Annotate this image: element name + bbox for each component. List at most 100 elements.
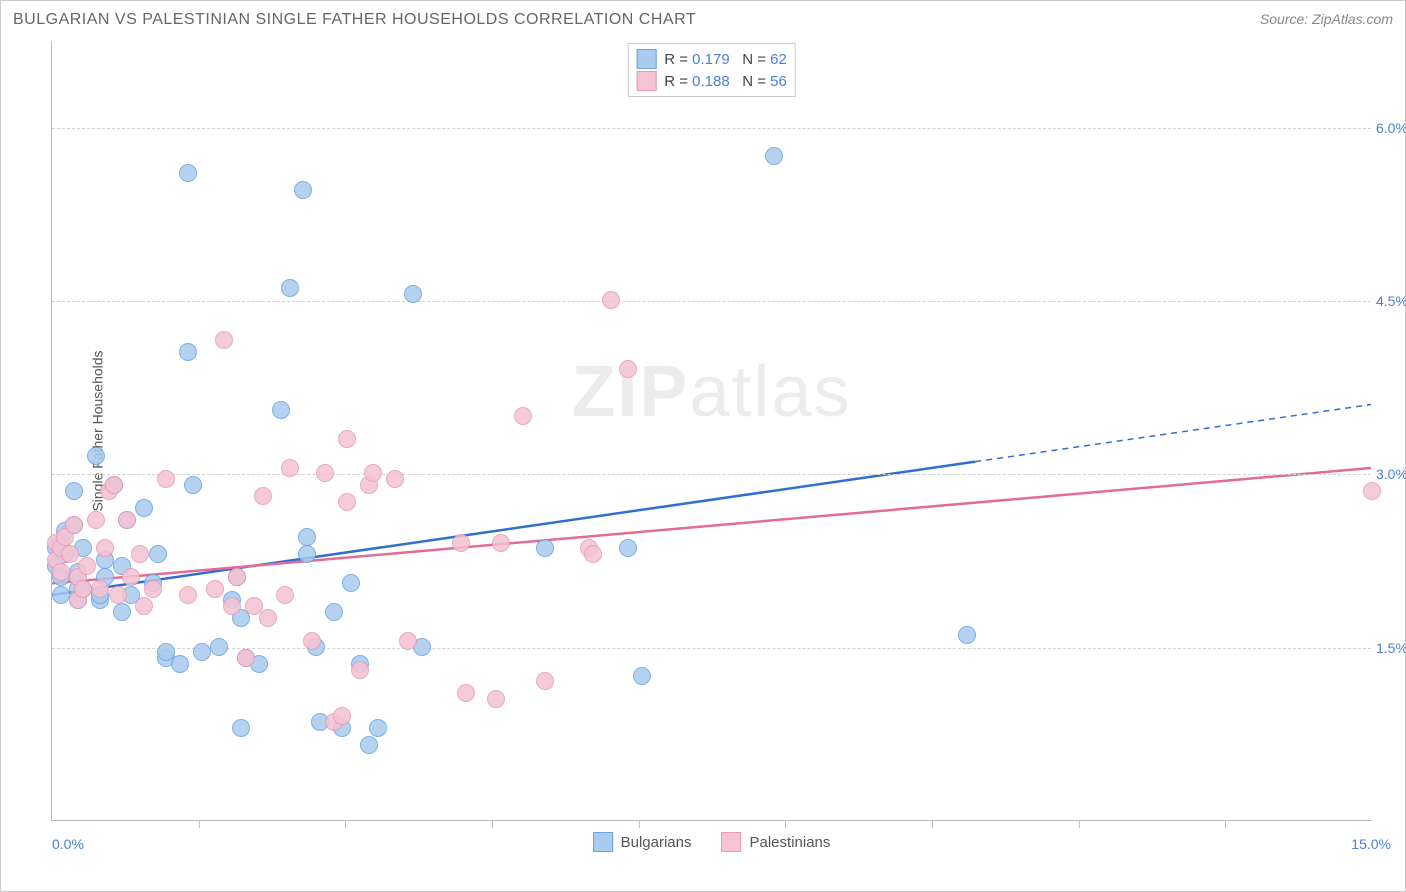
scatter-marker — [404, 285, 422, 303]
scatter-marker — [325, 603, 343, 621]
gridline-h — [52, 648, 1371, 649]
chart-source: Source: ZipAtlas.com — [1260, 11, 1393, 27]
scatter-marker — [61, 545, 79, 563]
scatter-marker — [65, 516, 83, 534]
scatter-marker — [96, 539, 114, 557]
scatter-marker — [113, 603, 131, 621]
scatter-marker — [386, 470, 404, 488]
scatter-marker — [316, 464, 334, 482]
scatter-marker — [452, 534, 470, 552]
gridline-h — [52, 301, 1371, 302]
scatter-marker — [360, 736, 378, 754]
scatter-marker — [254, 487, 272, 505]
scatter-marker — [105, 476, 123, 494]
scatter-marker — [237, 649, 255, 667]
watermark-thin: atlas — [689, 352, 851, 432]
legend-label: Bulgarians — [621, 834, 692, 851]
scatter-marker — [149, 545, 167, 563]
x-tick-label-min: 0.0% — [52, 836, 84, 852]
scatter-marker — [78, 557, 96, 575]
x-minor-tick — [345, 820, 346, 828]
scatter-marker — [633, 667, 651, 685]
scatter-marker — [457, 684, 475, 702]
x-minor-tick — [785, 820, 786, 828]
scatter-marker — [298, 528, 316, 546]
watermark: ZIPatlas — [571, 351, 851, 433]
scatter-marker — [109, 586, 127, 604]
scatter-marker — [276, 586, 294, 604]
legend-label: Palestinians — [750, 834, 831, 851]
scatter-marker — [131, 545, 149, 563]
scatter-marker — [584, 545, 602, 563]
x-minor-tick — [639, 820, 640, 828]
scatter-marker — [184, 476, 202, 494]
scatter-marker — [74, 580, 92, 598]
series-legend: Bulgarians Palestinians — [593, 832, 831, 852]
scatter-marker — [210, 638, 228, 656]
scatter-marker — [536, 672, 554, 690]
gridline-h — [52, 474, 1371, 475]
scatter-marker — [765, 147, 783, 165]
scatter-marker — [179, 586, 197, 604]
scatter-marker — [342, 574, 360, 592]
scatter-marker — [338, 493, 356, 511]
chart-title: BULGARIAN VS PALESTINIAN SINGLE FATHER H… — [13, 11, 696, 29]
scatter-marker — [157, 470, 175, 488]
scatter-marker — [52, 586, 70, 604]
scatter-marker — [338, 430, 356, 448]
scatter-marker — [281, 459, 299, 477]
stat-legend-text: R = 0.179 N = 62 — [664, 51, 787, 68]
scatter-marker — [298, 545, 316, 563]
scatter-marker — [171, 655, 189, 673]
plot-area: Single Father Households ZIPatlas R = 0.… — [51, 41, 1371, 821]
y-tick-label: 4.5% — [1376, 293, 1406, 309]
scatter-marker — [206, 580, 224, 598]
scatter-marker — [118, 511, 136, 529]
stat-legend-row: R = 0.188 N = 56 — [636, 70, 787, 92]
scatter-marker — [232, 719, 250, 737]
scatter-marker — [399, 632, 417, 650]
stat-legend-row: R = 0.179 N = 62 — [636, 48, 787, 70]
stat-legend-text: R = 0.188 N = 56 — [664, 73, 787, 90]
gridline-h — [52, 128, 1371, 129]
scatter-marker — [514, 407, 532, 425]
scatter-marker — [135, 597, 153, 615]
stat-legend: R = 0.179 N = 62 R = 0.188 N = 56 — [627, 43, 796, 97]
y-tick-label: 6.0% — [1376, 120, 1406, 136]
legend-swatch — [636, 71, 656, 91]
scatter-marker — [351, 661, 369, 679]
scatter-marker — [303, 632, 321, 650]
scatter-marker — [272, 401, 290, 419]
series-legend-item: Palestinians — [722, 832, 831, 852]
scatter-marker — [958, 626, 976, 644]
y-tick-label: 3.0% — [1376, 466, 1406, 482]
scatter-marker — [228, 568, 246, 586]
scatter-marker — [91, 580, 109, 598]
scatter-marker — [536, 539, 554, 557]
x-minor-tick — [492, 820, 493, 828]
y-tick-label: 1.5% — [1376, 640, 1406, 656]
scatter-marker — [492, 534, 510, 552]
scatter-marker — [179, 164, 197, 182]
x-minor-tick — [1079, 820, 1080, 828]
x-minor-tick — [1225, 820, 1226, 828]
scatter-marker — [52, 563, 70, 581]
scatter-marker — [223, 597, 241, 615]
scatter-marker — [364, 464, 382, 482]
scatter-marker — [179, 343, 197, 361]
x-minor-tick — [199, 820, 200, 828]
title-bar: BULGARIAN VS PALESTINIAN SINGLE FATHER H… — [13, 11, 1393, 29]
scatter-marker — [602, 291, 620, 309]
scatter-marker — [65, 482, 83, 500]
scatter-marker — [122, 568, 140, 586]
scatter-marker — [144, 580, 162, 598]
scatter-marker — [215, 331, 233, 349]
scatter-marker — [369, 719, 387, 737]
x-minor-tick — [932, 820, 933, 828]
chart-container: BULGARIAN VS PALESTINIAN SINGLE FATHER H… — [0, 0, 1406, 892]
scatter-marker — [487, 690, 505, 708]
trend-line-solid — [52, 468, 1371, 583]
series-legend-item: Bulgarians — [593, 832, 692, 852]
legend-swatch — [593, 832, 613, 852]
scatter-marker — [619, 360, 637, 378]
